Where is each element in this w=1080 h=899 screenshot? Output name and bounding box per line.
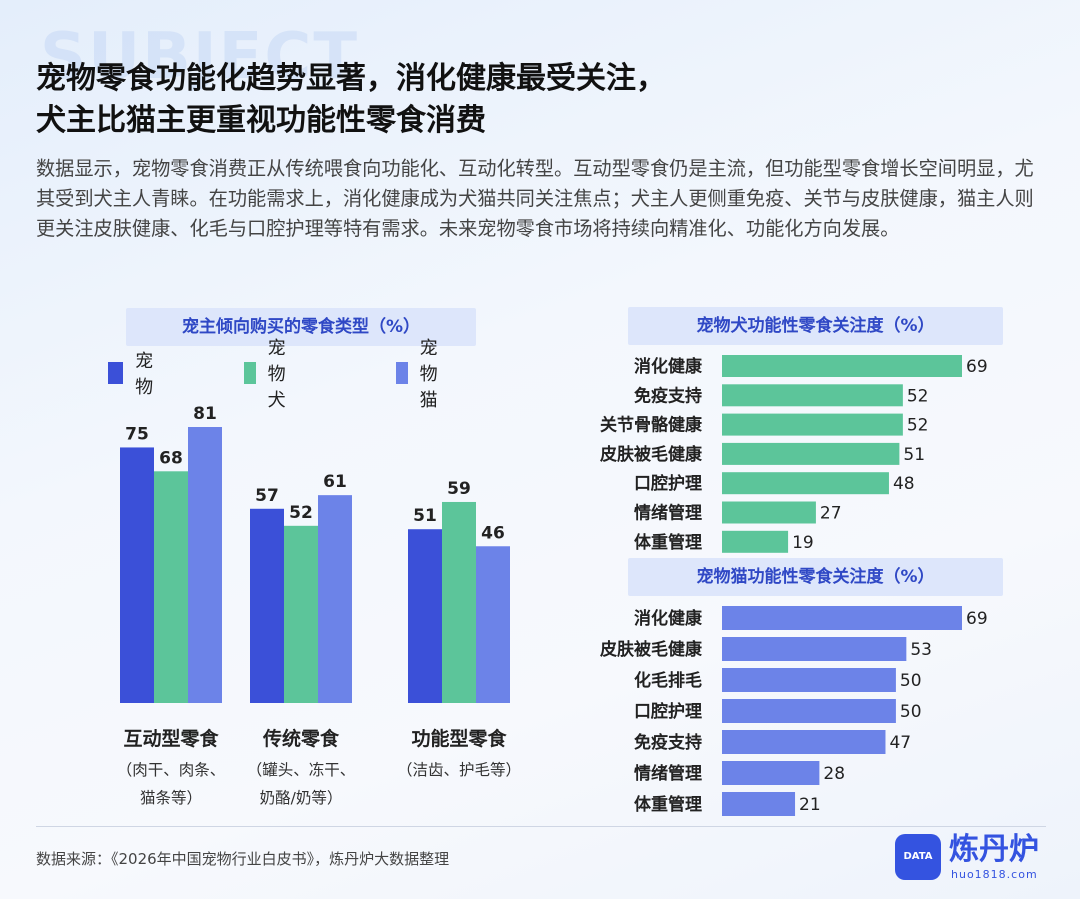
bar-传统零食-宠物猫 [318,495,352,703]
bar-关节骨骼健康 [722,413,903,436]
category-note: （洁齿、护毛等） [397,761,521,779]
category-note: （肉干、肉条、 [117,761,226,779]
legend-swatch-dog [244,362,256,384]
bar-value-label: 47 [889,733,911,753]
category-note: （罐头、冻干、 [247,761,356,779]
bar-value-label: 68 [159,448,183,468]
bar-value-label: 50 [900,702,922,722]
logo-badge-icon: DATA [895,834,941,880]
bar-皮肤被毛健康 [722,637,907,661]
bar-value-label: 27 [820,504,842,524]
bar-category-label: 免疫支持 [634,385,702,406]
bar-免疫支持 [722,384,903,407]
logo-name: 炼丹炉 [949,832,1039,867]
category-note: 猫条等） [140,789,202,807]
bar-category-label: 免疫支持 [634,732,702,753]
bar-value-label: 51 [413,506,437,526]
bar-category-label: 体重管理 [634,532,702,553]
legend-label-pet: 宠物 [135,351,154,398]
bar-category-label: 皮肤被毛健康 [600,639,703,660]
bar-value-label: 19 [792,533,814,553]
legend-item-dog: 宠物犬 [244,338,296,411]
bar-互动型零食-宠物犬 [154,471,188,703]
footer-divider [36,826,1046,827]
bar-category-label: 体重管理 [634,794,702,815]
category-label: 传统零食 [262,727,340,750]
legend-item-pet: 宠物 [108,351,160,398]
category-label: 互动型零食 [123,727,219,750]
bar-口腔护理 [722,699,896,723]
dog-functional-snack-bar-chart: 消化健康 69 免疫支持 52 关节骨骼健康 52 皮肤被毛健康 51 口腔护理 48 情绪管理 27… [600,355,988,553]
bar-value-label: 46 [481,523,505,543]
bar-体重管理 [722,792,796,816]
category-note: 奶酪/奶等） [260,789,343,807]
data-source-note: 数据来源：《2026年中国宠物行业白皮书》，炼丹炉大数据整理 [36,850,450,868]
bar-消化健康 [722,606,962,630]
bar-value-label: 51 [903,445,925,465]
bar-value-label: 50 [900,671,922,691]
bar-category-label: 消化健康 [634,356,703,377]
bar-互动型零食-宠物 [120,447,154,703]
bar-value-label: 21 [799,795,821,815]
bar-value-label: 69 [966,609,988,629]
bar-value-label: 28 [823,764,845,784]
bar-category-label: 情绪管理 [634,763,702,784]
title-line-2: 犬主比猫主更重视功能性零食消费 [36,103,486,138]
page-title: 宠物零食功能化趋势显著，消化健康最受关注， 犬主比猫主更重视功能性零食消费 [36,58,1046,142]
logo-url: huo1818.com [951,868,1038,881]
bar-category-label: 消化健康 [634,608,703,629]
bar-category-label: 关节骨骼健康 [600,415,703,436]
legend-item-cat: 宠物猫 [396,338,448,411]
legend-swatch-pet [108,362,124,384]
bar-category-label: 皮肤被毛健康 [600,444,703,465]
bar-皮肤被毛健康 [722,442,900,465]
bar-value-label: 59 [447,479,471,499]
bar-value-label: 69 [966,357,988,377]
bar-口腔护理 [722,472,889,495]
bar-value-label: 48 [893,474,915,494]
bar-value-label: 61 [323,472,347,492]
bar-互动型零食-宠物猫 [188,427,222,703]
legend-swatch-cat [396,362,408,384]
bar-category-label: 口腔护理 [634,701,702,722]
brand-logo: DATA 炼丹炉 huo1818.com [895,832,1055,888]
bar-value-label: 81 [193,404,217,424]
title-line-1: 宠物零食功能化趋势显著，消化健康最受关注， [36,61,666,96]
snack-type-chart-title: 宠主倾向购买的零食类型（%） [126,308,476,346]
cat-functional-snack-bar-chart: 消化健康 69 皮肤被毛健康 53 化毛排毛 50 口腔护理 50 免疫支持 47 情绪管理 28 体重… [600,606,988,816]
bar-功能型零食-宠物犬 [442,501,476,703]
category-label: 功能型零食 [411,727,507,750]
legend-label-dog: 宠物犬 [267,338,286,411]
bar-消化健康 [722,355,962,377]
background-watermark-word: SUBJECT [40,20,359,94]
bar-传统零食-宠物犬 [284,525,318,703]
bar-化毛排毛 [722,668,896,692]
bar-category-label: 口腔护理 [634,473,702,494]
bar-情绪管理 [722,501,816,524]
dog-chart-title: 宠物犬功能性零食关注度（%） [628,307,1003,345]
bar-免疫支持 [722,730,886,754]
bar-category-label: 化毛排毛 [634,670,702,691]
cat-chart-title: 宠物猫功能性零食关注度（%） [628,558,1003,596]
bar-value-label: 57 [255,486,279,506]
bar-value-label: 52 [289,503,313,523]
bar-体重管理 [722,530,789,553]
intro-paragraph: 数据显示，宠物零食消费正从传统喂食向功能化、互动化转型。互动型零食仍是主流，但功… [36,157,1034,240]
bar-功能型零食-宠物猫 [476,546,510,703]
snack-type-grouped-bar-chart: 75 57 51 68 52 59 81 61 46 互动型零食 （肉干、肉条、猫条等） 传统零食 （罐… [117,404,521,807]
bar-传统零食-宠物 [250,508,284,703]
legend-label-cat: 宠物猫 [419,338,438,411]
bar-value-label: 53 [910,640,932,660]
bar-value-label: 52 [907,386,929,406]
bar-value-label: 75 [125,424,149,444]
bar-情绪管理 [722,761,820,785]
bar-功能型零食-宠物 [408,529,442,703]
bar-category-label: 情绪管理 [634,503,702,524]
bar-value-label: 52 [907,416,929,436]
